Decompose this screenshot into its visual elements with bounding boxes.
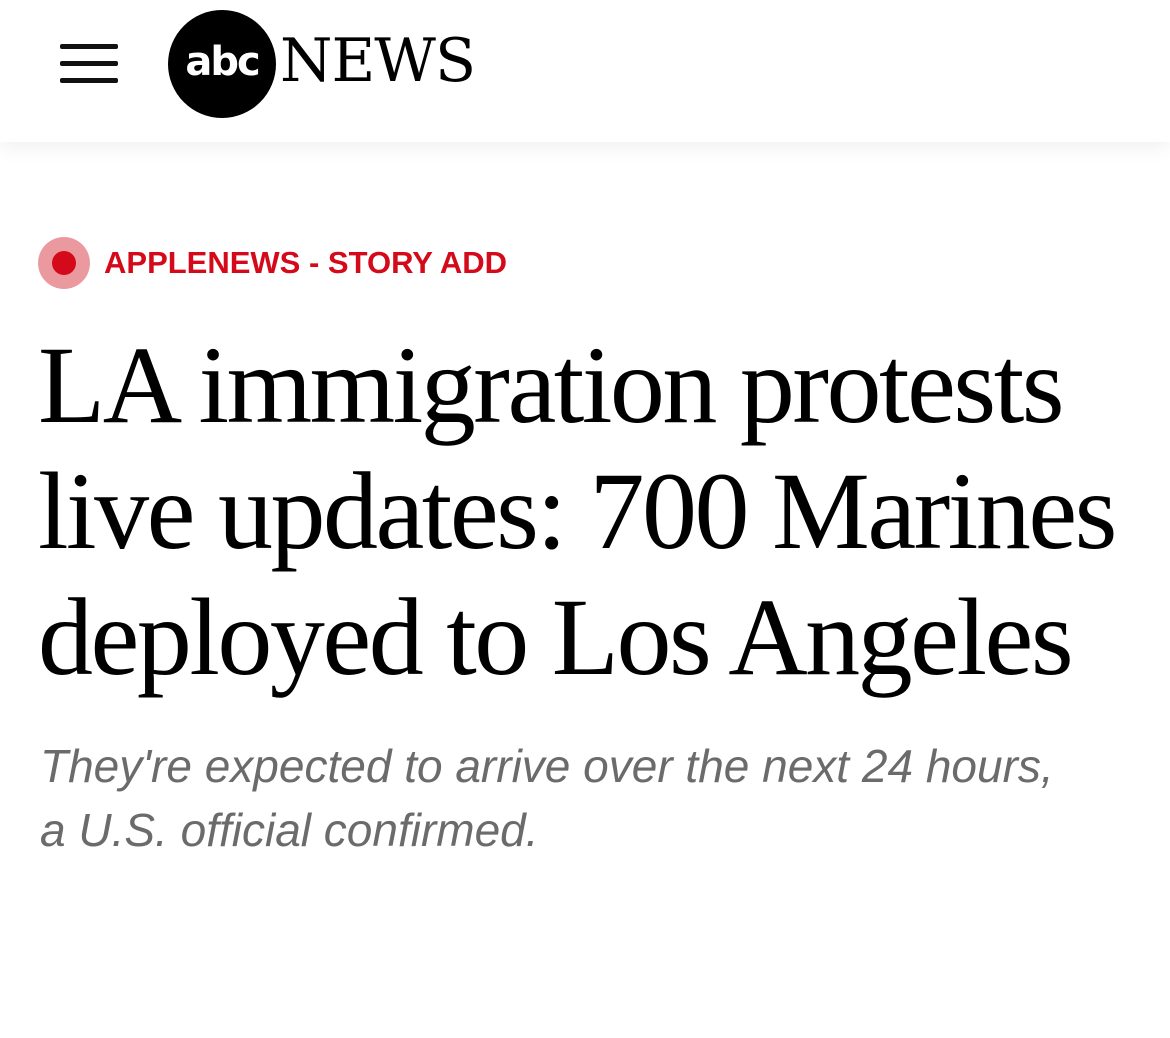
site-header: abc NEWS — [0, 0, 1170, 142]
abc-news-logo[interactable]: abc NEWS — [168, 10, 476, 118]
live-dot-core — [52, 251, 76, 275]
menu-bar — [60, 61, 118, 66]
article-subheadline: They're expected to arrive over the next… — [40, 740, 1054, 856]
article-headline: LA immigration protests live updates: 70… — [38, 324, 1117, 698]
logo-news-word: NEWS — [280, 26, 476, 96]
live-dot-icon — [38, 237, 90, 289]
story-tag: APPLENEWS - STORY ADD — [38, 230, 1138, 296]
article: APPLENEWS - STORY ADD LA immigration pro… — [38, 230, 1138, 862]
abc-logo-circle: abc — [168, 10, 276, 118]
menu-bar — [60, 44, 118, 49]
hamburger-menu-icon[interactable] — [58, 42, 120, 86]
menu-bar — [60, 78, 118, 83]
story-tag-label[interactable]: APPLENEWS - STORY ADD — [104, 245, 508, 280]
